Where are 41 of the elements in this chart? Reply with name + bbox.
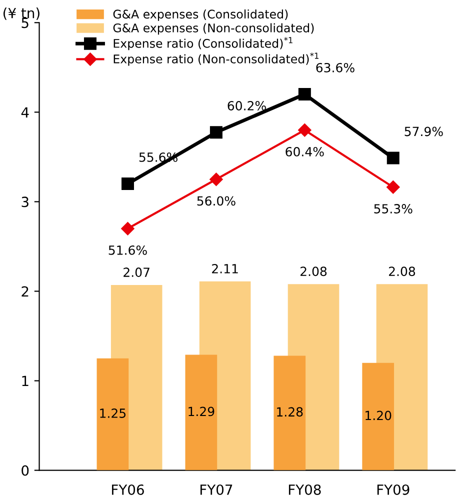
- point: [298, 88, 311, 101]
- point: [298, 123, 312, 137]
- data-label: 1.20: [366, 410, 392, 420]
- bar: [362, 362, 394, 470]
- y-tick-label: 4: [21, 107, 29, 118]
- x-tick-label: FY08: [288, 484, 321, 495]
- bar: [185, 354, 218, 470]
- point: [386, 152, 400, 164]
- bar: [274, 356, 306, 470]
- point: [121, 178, 134, 190]
- data-label: 2.08: [388, 266, 416, 276]
- data-label: 57.9%: [404, 126, 443, 136]
- data-label: 63.6%: [316, 62, 354, 72]
- y-tick-label: 2: [22, 286, 28, 297]
- data-label: 2.08: [300, 266, 327, 276]
- data-label: 1.29: [188, 406, 214, 416]
- point: [386, 180, 400, 194]
- data-label: 56.0%: [197, 196, 236, 206]
- x-tick-label: FY09: [377, 484, 410, 495]
- y-tick-label: 1: [22, 376, 28, 386]
- legend-label: G&A expenses (Consolidated): [113, 9, 288, 21]
- point: [210, 126, 222, 139]
- data-label: 2.07: [124, 268, 150, 277]
- point: [210, 172, 223, 186]
- y-tick-label: 5: [22, 18, 28, 28]
- y-axis-title: (¥ tn): [4, 8, 40, 20]
- data-label: 55.3%: [374, 204, 412, 214]
- data-label: 60.2%: [228, 100, 266, 110]
- x-tick-label: FY06: [112, 484, 144, 495]
- y-tick-label: 0: [22, 465, 29, 476]
- point: [121, 222, 134, 236]
- data-label: 1.28: [277, 407, 303, 417]
- x-tick-label: FY07: [200, 484, 232, 495]
- data-label: 2.11: [212, 264, 238, 274]
- legend-label: Expense ratio (Consolidated)$^{*1}$: [114, 37, 292, 50]
- bar: [96, 358, 129, 470]
- data-label: 60.4%: [286, 146, 324, 156]
- data-label: 1.25: [100, 408, 126, 418]
- data-label: 51.6%: [108, 245, 147, 255]
- legend-label: G&A expenses (Non-consolidated): [113, 23, 314, 35]
- y-tick-label: 3: [22, 196, 28, 208]
